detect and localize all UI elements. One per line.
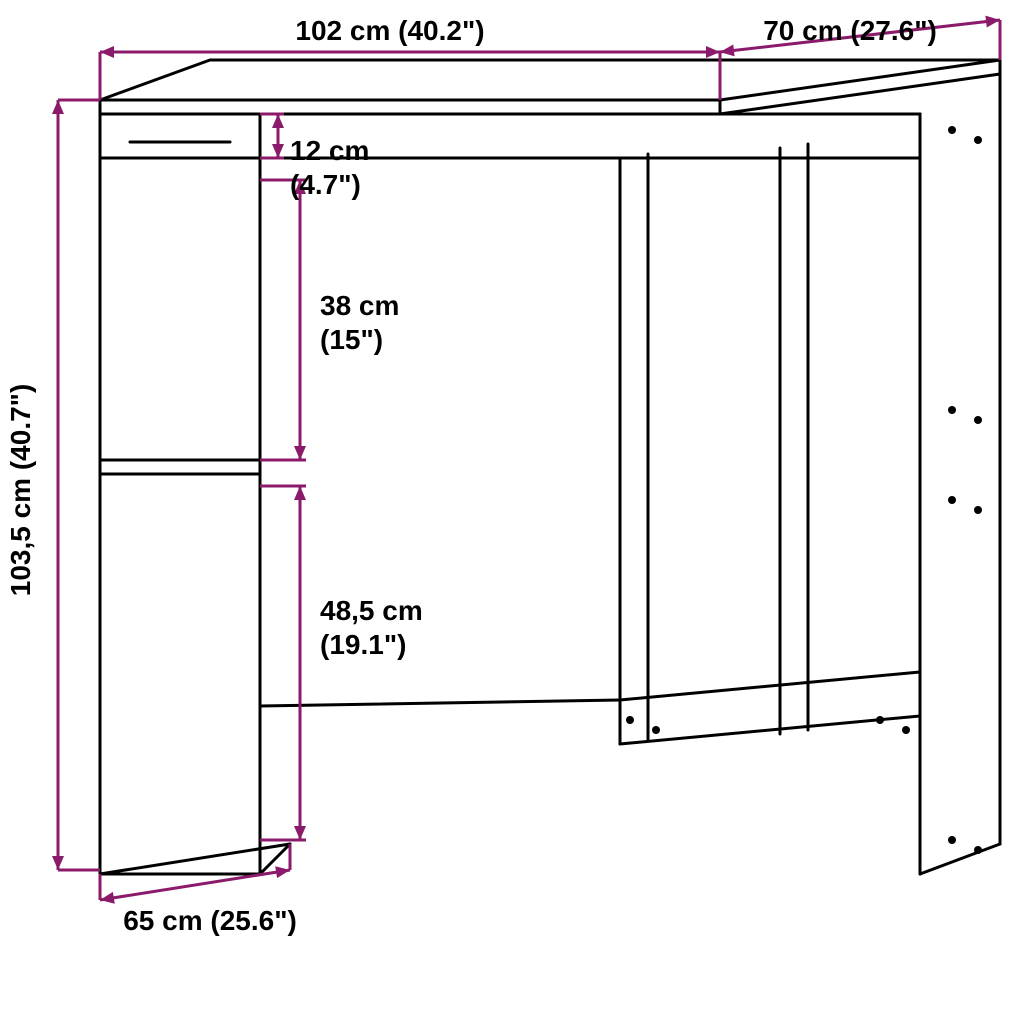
left-cabinet-front xyxy=(100,114,260,874)
screw-hole xyxy=(902,726,910,734)
dim-width: 102 cm (40.2") xyxy=(295,15,484,46)
screw-hole xyxy=(948,496,956,504)
dim-gap-top: 38 cm(15") xyxy=(320,290,399,355)
screw-hole xyxy=(626,716,634,724)
screw-hole xyxy=(974,136,982,144)
dim-drawer-h: 12 cm(4.7") xyxy=(290,135,369,200)
screw-hole xyxy=(652,726,660,734)
screw-hole xyxy=(974,506,982,514)
screw-hole xyxy=(948,836,956,844)
dim-depth: 70 cm (27.6") xyxy=(763,15,937,46)
screw-hole xyxy=(974,846,982,854)
screw-hole xyxy=(876,716,884,724)
screw-hole xyxy=(948,126,956,134)
dim-gap-bot: 48,5 cm(19.1") xyxy=(320,595,423,660)
screw-hole xyxy=(974,416,982,424)
dim-total-h: 103,5 cm (40.7") xyxy=(5,384,36,597)
dim-base-depth: 65 cm (25.6") xyxy=(123,905,297,936)
screw-hole xyxy=(948,406,956,414)
